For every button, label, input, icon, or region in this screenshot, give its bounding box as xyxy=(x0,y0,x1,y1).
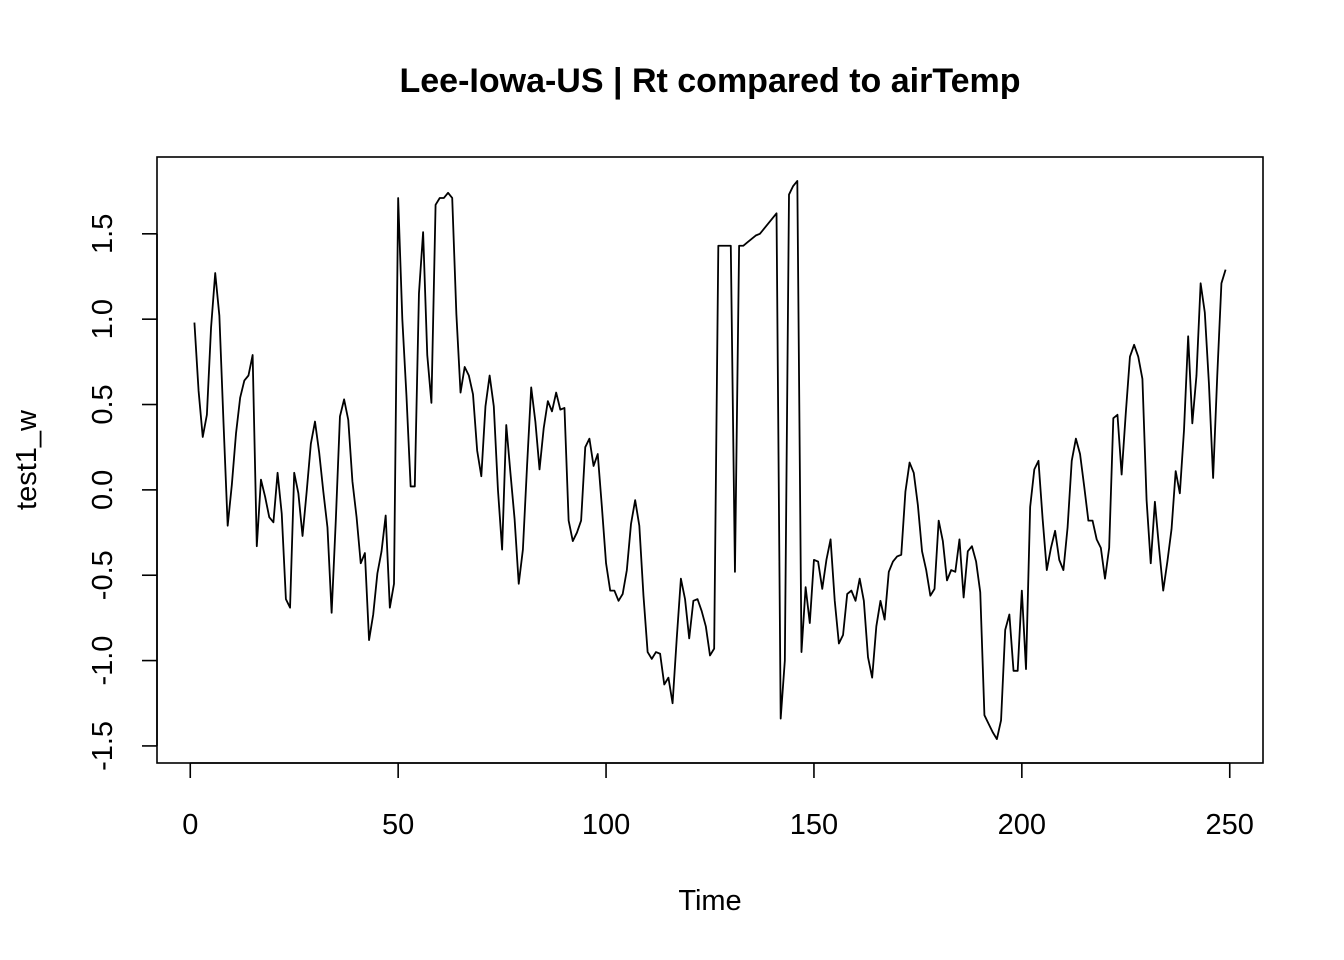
chart-title: Lee-Iowa-US | Rt compared to airTemp xyxy=(400,62,1021,100)
plot-area-frame xyxy=(156,156,1264,764)
x-tick-label: 0 xyxy=(182,809,198,841)
x-tick-label: 50 xyxy=(382,809,414,841)
y-tick-label: 0.5 xyxy=(87,384,119,424)
x-tick-label: 150 xyxy=(790,809,838,841)
series-line xyxy=(193,179,1227,740)
y-tick-label: -0.5 xyxy=(87,550,119,600)
y-tick-label: -1.0 xyxy=(87,636,119,686)
y-tick-label: -1.5 xyxy=(87,721,119,771)
y-tick-label: 0.0 xyxy=(87,470,119,510)
x-tick-label: 250 xyxy=(1206,809,1254,841)
y-axis-label: test1_w xyxy=(11,409,43,510)
x-tick-label: 200 xyxy=(998,809,1046,841)
x-axis-label: Time xyxy=(678,885,741,917)
x-tick-label: 100 xyxy=(582,809,630,841)
y-tick-label: 1.5 xyxy=(87,214,119,254)
y-axis: -1.5 -1.0 -0.5 0.0 0.5 1.0 1.5 xyxy=(87,214,158,771)
x-axis: 0 50 100 150 200 250 xyxy=(182,762,1254,841)
y-tick-label: 1.0 xyxy=(87,299,119,339)
